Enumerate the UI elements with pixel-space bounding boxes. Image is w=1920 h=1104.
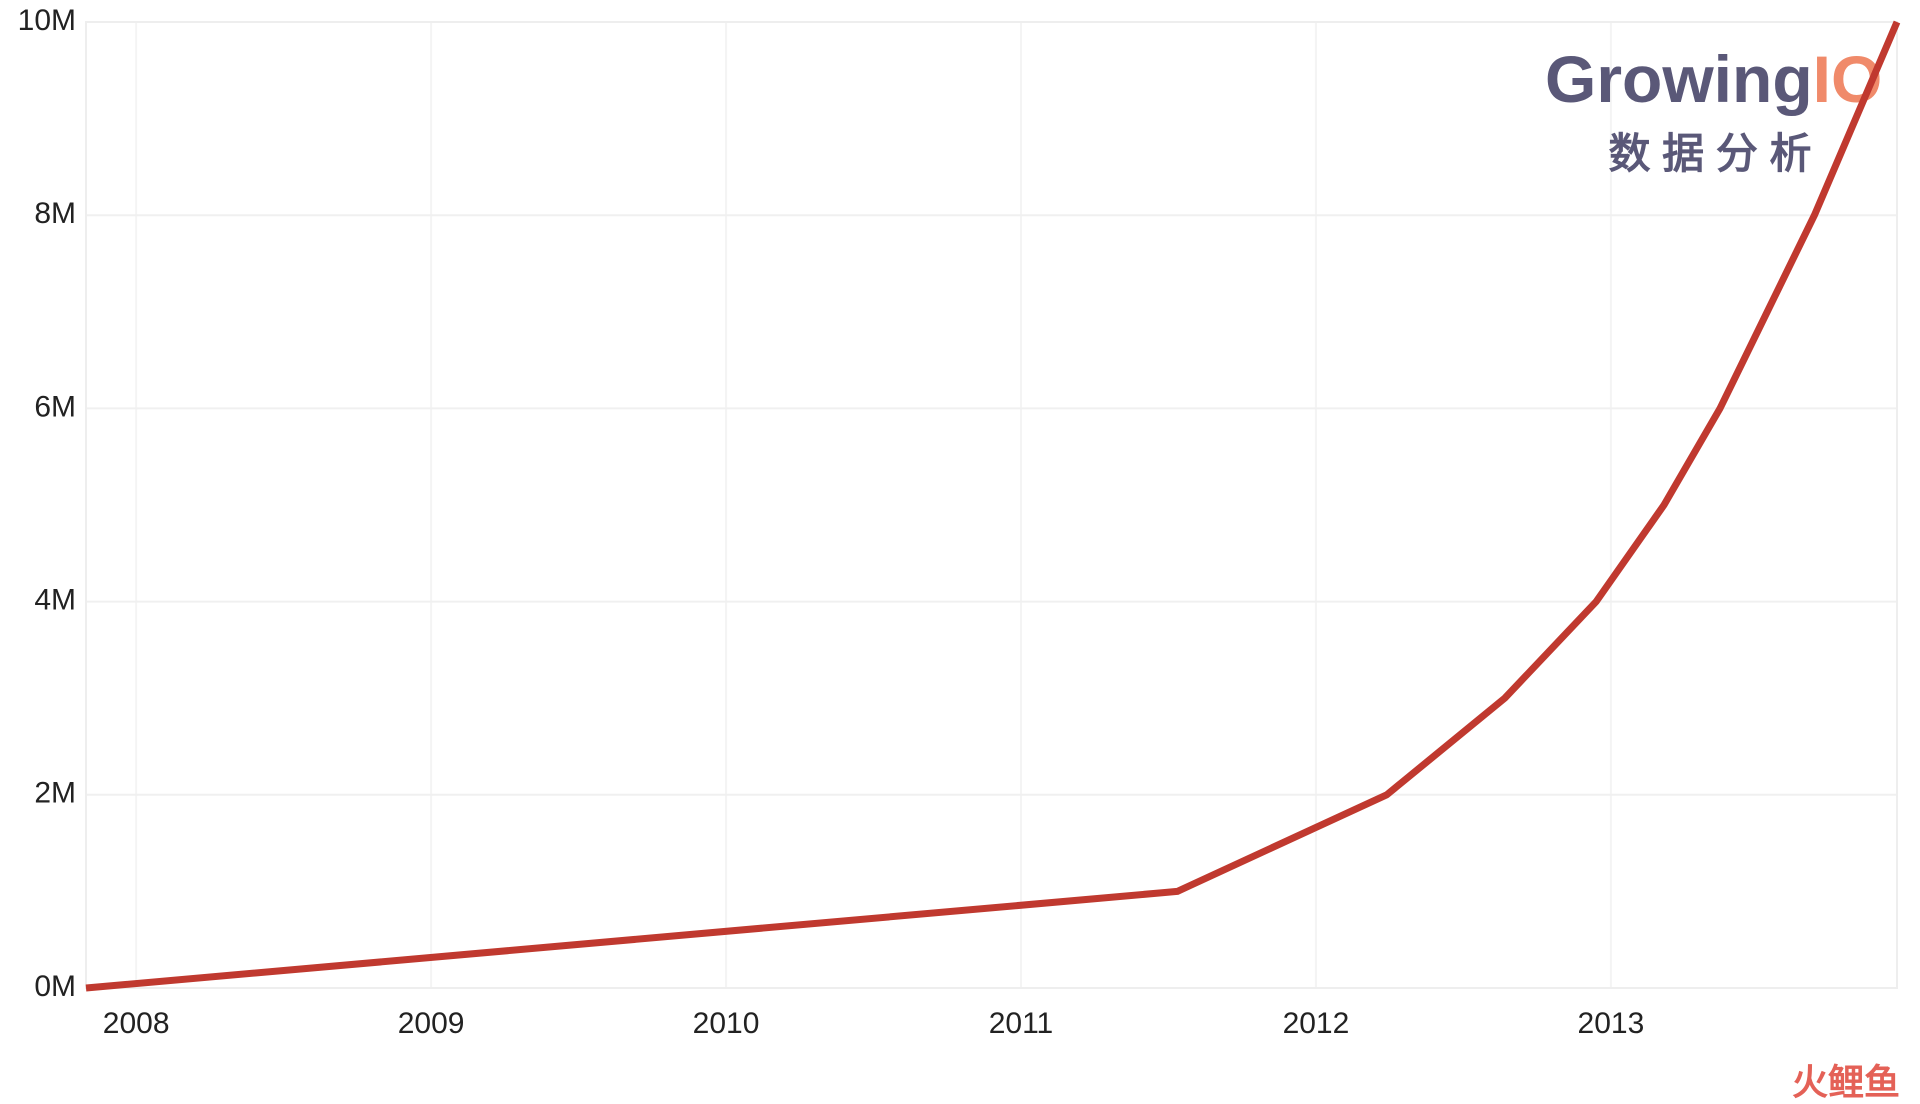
y-tick-label: 0M	[34, 970, 76, 1003]
y-tick-label: 2M	[34, 777, 76, 810]
x-tick-label: 2013	[1578, 1007, 1645, 1040]
plot-frame	[85, 21, 1898, 989]
y-tick-label: 10M	[18, 4, 76, 37]
y-tick-label: 8M	[34, 197, 76, 230]
logo-subtitle: 数 据 分 析	[1608, 130, 1811, 177]
y-tick-label: 4M	[34, 584, 76, 617]
x-tick-label: 2008	[103, 1007, 170, 1040]
y-tick-label: 6M	[34, 390, 76, 423]
logo: GrowingIO	[1545, 42, 1882, 116]
logo-main: Growing	[1545, 42, 1813, 116]
x-tick-label: 2010	[693, 1007, 760, 1040]
x-tick-label: 2011	[989, 1007, 1054, 1040]
x-tick-label: 2009	[398, 1007, 465, 1040]
x-tick-label: 2012	[1283, 1007, 1350, 1040]
watermark: 火鲤鱼	[1792, 1062, 1900, 1103]
line-series	[85, 20, 1901, 992]
